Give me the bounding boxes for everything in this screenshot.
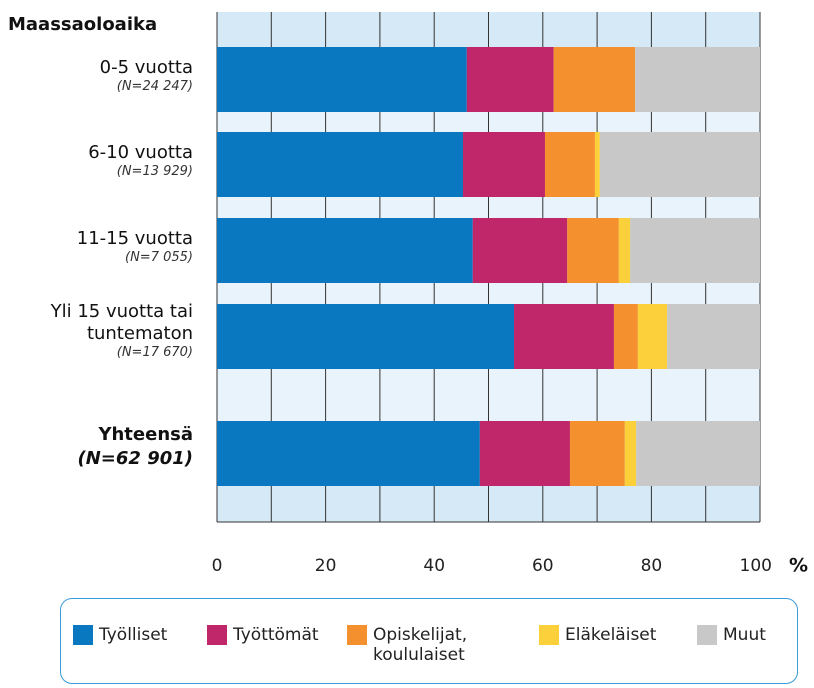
legend-label: Muut <box>723 625 766 645</box>
x-tick-label: 40 <box>423 556 445 576</box>
category-label: 0-5 vuotta <box>99 56 193 78</box>
bar-segment <box>217 47 467 112</box>
legend-item: Opiskelijat, koululaiset <box>347 625 467 665</box>
bar-segment <box>618 218 631 283</box>
bar-segment <box>217 304 515 369</box>
legend-swatch <box>539 625 559 645</box>
legend-item: Työttömät <box>207 625 319 645</box>
bar-segment <box>514 304 614 369</box>
bar-segment <box>553 47 636 112</box>
legend-label: Eläkeläiset <box>565 625 657 645</box>
legend: Työlliset Työttömät Opiskelijat, koululais… <box>60 598 798 684</box>
category-header: Maassaoloaika <box>8 14 158 35</box>
legend-item: Työlliset <box>73 625 167 645</box>
bar-segment <box>217 218 473 283</box>
legend-item: Eläkeläiset <box>539 625 656 645</box>
legend-label: Työlliset <box>99 625 168 645</box>
bar-segment <box>635 47 760 112</box>
category-sublabel: (N=24 247) <box>116 78 193 94</box>
category-label: Yli 15 vuotta tai tuntematon <box>50 300 193 344</box>
legend-swatch <box>697 625 717 645</box>
bar-segment <box>567 218 619 283</box>
category-label: 6-10 vuotta <box>88 141 193 163</box>
bar-segment <box>462 132 545 197</box>
bar-segment <box>217 132 463 197</box>
bar-segment <box>466 47 554 112</box>
x-tick-label: 0 <box>212 556 223 576</box>
category-label: 11-15 vuotta <box>76 227 193 249</box>
bar-segment <box>569 421 625 486</box>
legend-label: Työttömät <box>233 625 319 645</box>
bar-segment <box>624 421 637 486</box>
bar-segment <box>630 218 760 283</box>
category-sublabel: (N=17 670) <box>116 344 193 360</box>
legend-item: Muut <box>697 625 766 645</box>
category-sublabel: (N=62 901) <box>77 447 194 469</box>
legend-swatch <box>73 625 93 645</box>
bar-segment <box>667 304 760 369</box>
x-tick-label: 20 <box>315 556 337 576</box>
legend-label: Opiskelijat, koululaiset <box>373 625 468 665</box>
bar-segment <box>479 421 570 486</box>
bar-segment <box>472 218 568 283</box>
bar-segment <box>594 132 600 197</box>
x-tick-label: 80 <box>641 556 663 576</box>
legend-swatch <box>207 625 227 645</box>
bar-segment <box>217 421 480 486</box>
category-sublabel: (N=7 055) <box>125 249 193 265</box>
bar-segment <box>613 304 638 369</box>
category-label: Yhteensä <box>98 423 193 445</box>
category-sublabel: (N=13 929) <box>116 163 193 179</box>
x-tick-label: 100 <box>740 556 772 576</box>
x-tick-label: 60 <box>532 556 554 576</box>
x-unit: % <box>789 555 808 577</box>
legend-swatch <box>347 625 367 645</box>
bar-segment <box>636 421 760 486</box>
bar-segment <box>599 132 760 197</box>
bar-segment <box>544 132 595 197</box>
bar-segment <box>637 304 668 369</box>
